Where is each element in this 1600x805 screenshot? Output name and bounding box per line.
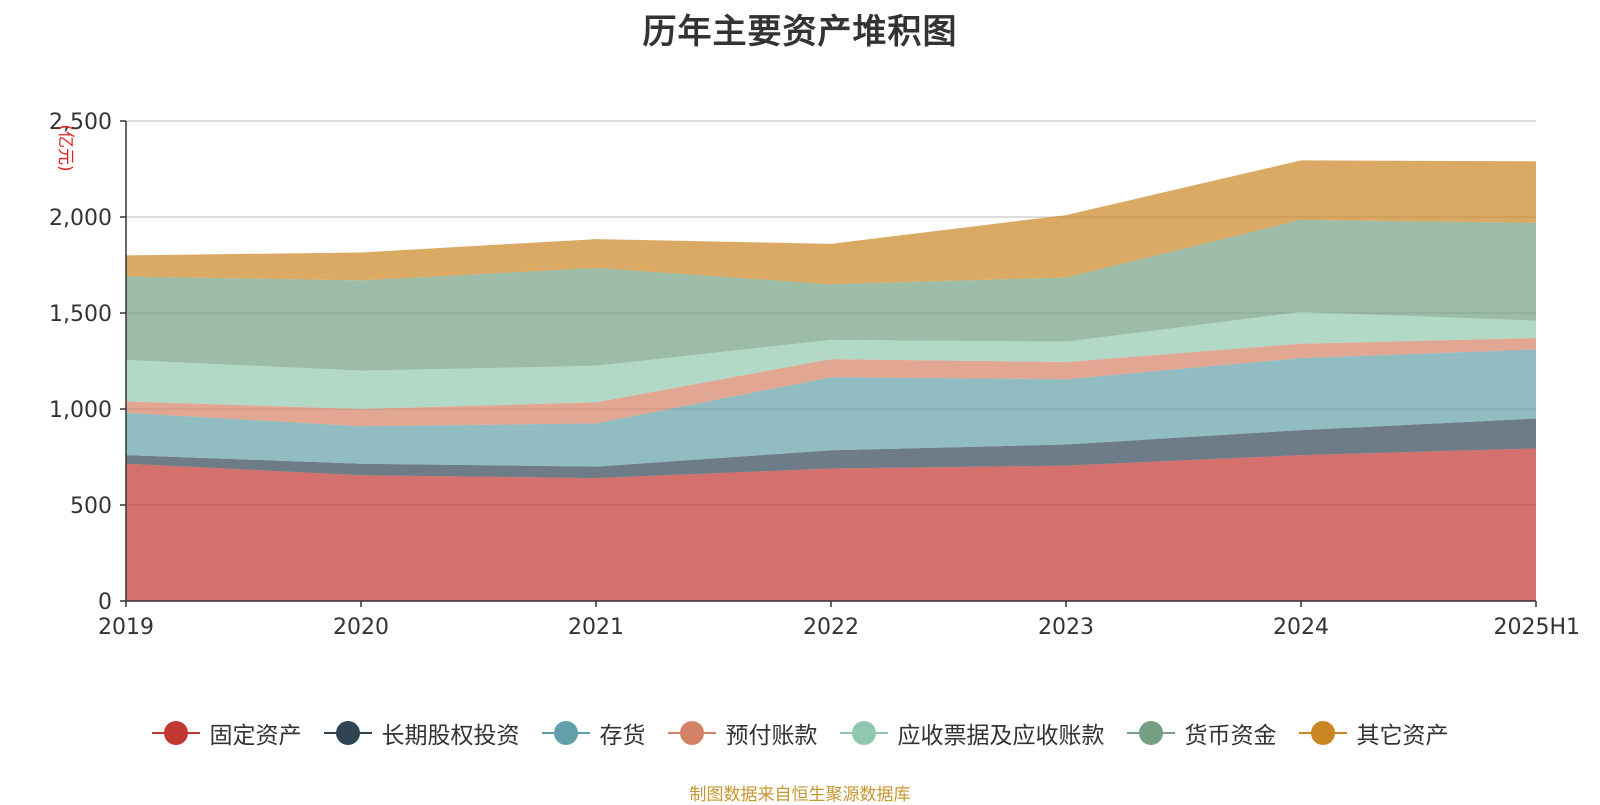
legend-label: 其它资产 <box>1356 723 1449 749</box>
axes: 0 500 1,000 1,500 2,000 2,500 2019 2020 2021 2022… <box>49 110 1580 640</box>
legend-marker-icon <box>667 721 716 745</box>
legend-label: 货币资金 <box>1184 723 1277 749</box>
legend-item-2[interactable]: 长期股权投资 <box>323 716 520 750</box>
area-series-2[interactable] <box>126 418 1536 479</box>
y-axis-unit-label: (亿元) <box>55 124 75 171</box>
area-series-1[interactable] <box>126 448 1536 601</box>
legend-marker-icon <box>541 721 590 745</box>
legend-item-4[interactable]: 预付账款 <box>667 716 818 750</box>
legend-label: 固定资产 <box>209 723 302 749</box>
x-tick-label: 2024 <box>1273 615 1329 640</box>
area-series-3[interactable] <box>126 349 1536 467</box>
y-tick-label: 2,500 <box>49 110 112 135</box>
legend-item-3[interactable]: 存货 <box>541 716 646 750</box>
area-series <box>126 160 1536 601</box>
legend-item-7[interactable]: 其它资产 <box>1298 716 1449 750</box>
legend-label: 应收票据及应收账款 <box>897 723 1105 749</box>
legend-marker-icon <box>323 721 372 745</box>
legend-item-6[interactable]: 货币资金 <box>1126 716 1277 750</box>
area-series-5[interactable] <box>126 312 1536 409</box>
legend-marker-icon <box>839 721 888 745</box>
legend-item-1[interactable]: 固定资产 <box>151 716 302 750</box>
y-tick-label: 2,000 <box>49 206 112 231</box>
area-series-6[interactable] <box>126 219 1536 371</box>
x-tick-label: 2020 <box>333 615 389 640</box>
x-tick-label: 2023 <box>1038 615 1094 640</box>
legend-label: 存货 <box>599 723 646 749</box>
legend-label: 长期股权投资 <box>381 723 520 749</box>
chart-title: 历年主要资产堆积图 <box>642 12 958 52</box>
y-tick-label: 1,500 <box>49 302 112 327</box>
area-series-4[interactable] <box>126 338 1536 427</box>
x-tick-label: 2022 <box>803 615 859 640</box>
y-tick-label: 0 <box>98 590 112 615</box>
y-tick-label: 1,000 <box>49 398 112 423</box>
legend: 固定资产 长期股权投资 存货 预付账款 应收票据及应收账款 货币资金 其它资产 <box>0 716 1600 750</box>
x-tick-label: 2019 <box>98 615 154 640</box>
legend-label: 预付账款 <box>725 723 818 749</box>
x-tick-label: 2021 <box>568 615 624 640</box>
legend-marker-icon <box>1298 721 1347 745</box>
area-series-7[interactable] <box>126 160 1536 285</box>
x-tick-label: 2025H1 <box>1493 615 1580 640</box>
source-note: 制图数据来自恒生聚源数据库 <box>689 785 911 805</box>
legend-item-5[interactable]: 应收票据及应收账款 <box>839 716 1105 750</box>
legend-marker-icon <box>151 721 200 745</box>
legend-marker-icon <box>1126 721 1175 745</box>
y-tick-label: 500 <box>70 494 112 519</box>
